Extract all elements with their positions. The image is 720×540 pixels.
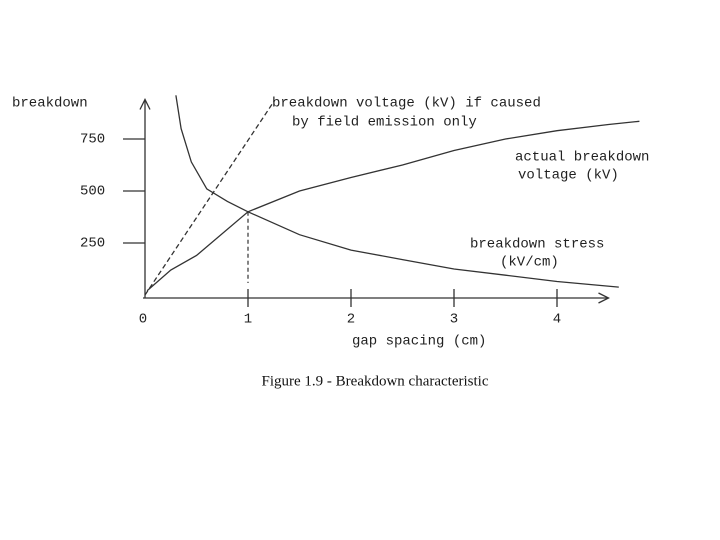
x-tick-label: 2 — [347, 312, 355, 328]
y-axis-arrow — [139, 98, 151, 110]
series-label: by field emission only — [292, 115, 477, 131]
x-tick-label: 0 — [139, 312, 147, 328]
line-series — [144, 99, 276, 296]
x-axis-arrow — [598, 292, 610, 304]
y-axis-label: breakdown — [12, 96, 88, 112]
series-label: breakdown voltage (kV) if caused — [272, 96, 541, 112]
series-label: actual breakdown — [515, 150, 649, 166]
x-tick-label: 3 — [450, 312, 458, 328]
x-tick-label: 1 — [244, 312, 252, 328]
caption: Figure 1.9 - Breakdown characteristic — [262, 373, 489, 389]
series-label: breakdown stress — [470, 237, 604, 253]
y-tick-label: 750 — [80, 132, 105, 148]
y-tick-label: 250 — [80, 236, 105, 252]
line-series — [175, 95, 619, 288]
x-tick-label: 4 — [553, 312, 561, 328]
line-series — [146, 120, 640, 292]
x-axis-label: gap spacing (cm) — [352, 334, 486, 350]
y-tick-label: 500 — [80, 184, 105, 200]
series-label: voltage (kV) — [518, 168, 619, 184]
series-label: (kV/cm) — [500, 255, 559, 271]
